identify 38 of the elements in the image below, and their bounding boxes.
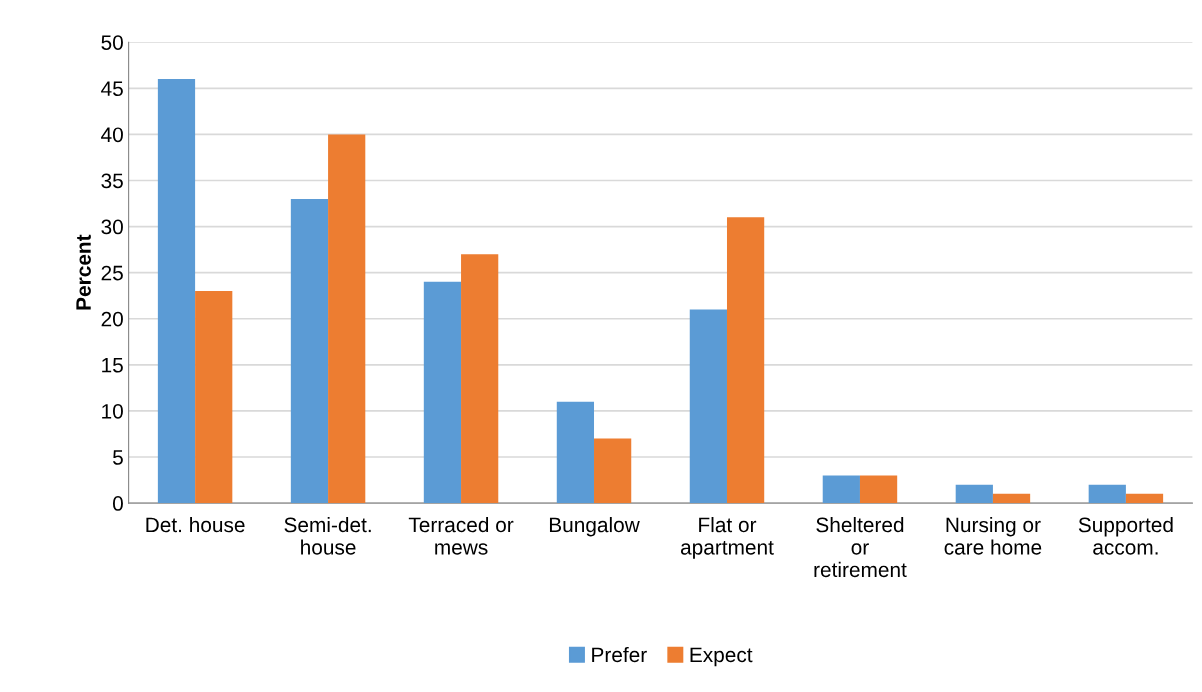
- bar: [556, 401, 595, 504]
- x-tick-label: Bungalow: [549, 516, 640, 537]
- bar: [859, 475, 898, 504]
- bar: [1088, 484, 1126, 504]
- y-tick-label: 30: [101, 219, 123, 235]
- x-tick-label: Flat or apartment: [680, 516, 774, 559]
- legend-label: Prefer: [592, 646, 647, 663]
- x-tick-label: Terraced or mews: [408, 516, 514, 555]
- bar: [955, 484, 993, 504]
- bar: [157, 79, 196, 504]
- bar: [594, 438, 632, 504]
- y-tick-label: 20: [101, 311, 123, 327]
- bar: [992, 493, 1031, 504]
- x-tick-label: Nursing or care home: [944, 516, 1042, 555]
- y-tick-label: 45: [101, 81, 123, 97]
- y-tick-label: 10: [102, 403, 123, 419]
- bar: [689, 309, 727, 504]
- y-tick-label: 35: [101, 173, 123, 189]
- y-tick-label: 40: [101, 127, 123, 143]
- bar: [726, 217, 765, 504]
- y-tick-label: 0: [112, 496, 123, 511]
- y-tick-label: 5: [113, 450, 123, 465]
- bar: [195, 291, 233, 504]
- legend-label: Expect: [690, 647, 753, 667]
- bar: [290, 198, 329, 504]
- y-axis-title: Percent: [76, 234, 91, 310]
- bar: [1125, 493, 1164, 504]
- x-tick-label: Semi-det. house: [284, 516, 371, 555]
- y-tick-label: 25: [101, 265, 123, 281]
- x-tick-label: Supported accom.: [1078, 516, 1173, 555]
- y-tick-label: 15: [102, 358, 123, 373]
- x-tick-label: Sheltered or retirement: [814, 516, 907, 578]
- bar: [461, 254, 499, 504]
- y-tick-label: 50: [101, 35, 123, 50]
- bar: [423, 281, 462, 504]
- x-tick-label: Det. house: [146, 516, 245, 533]
- bar: [822, 475, 860, 504]
- bar: [328, 134, 366, 504]
